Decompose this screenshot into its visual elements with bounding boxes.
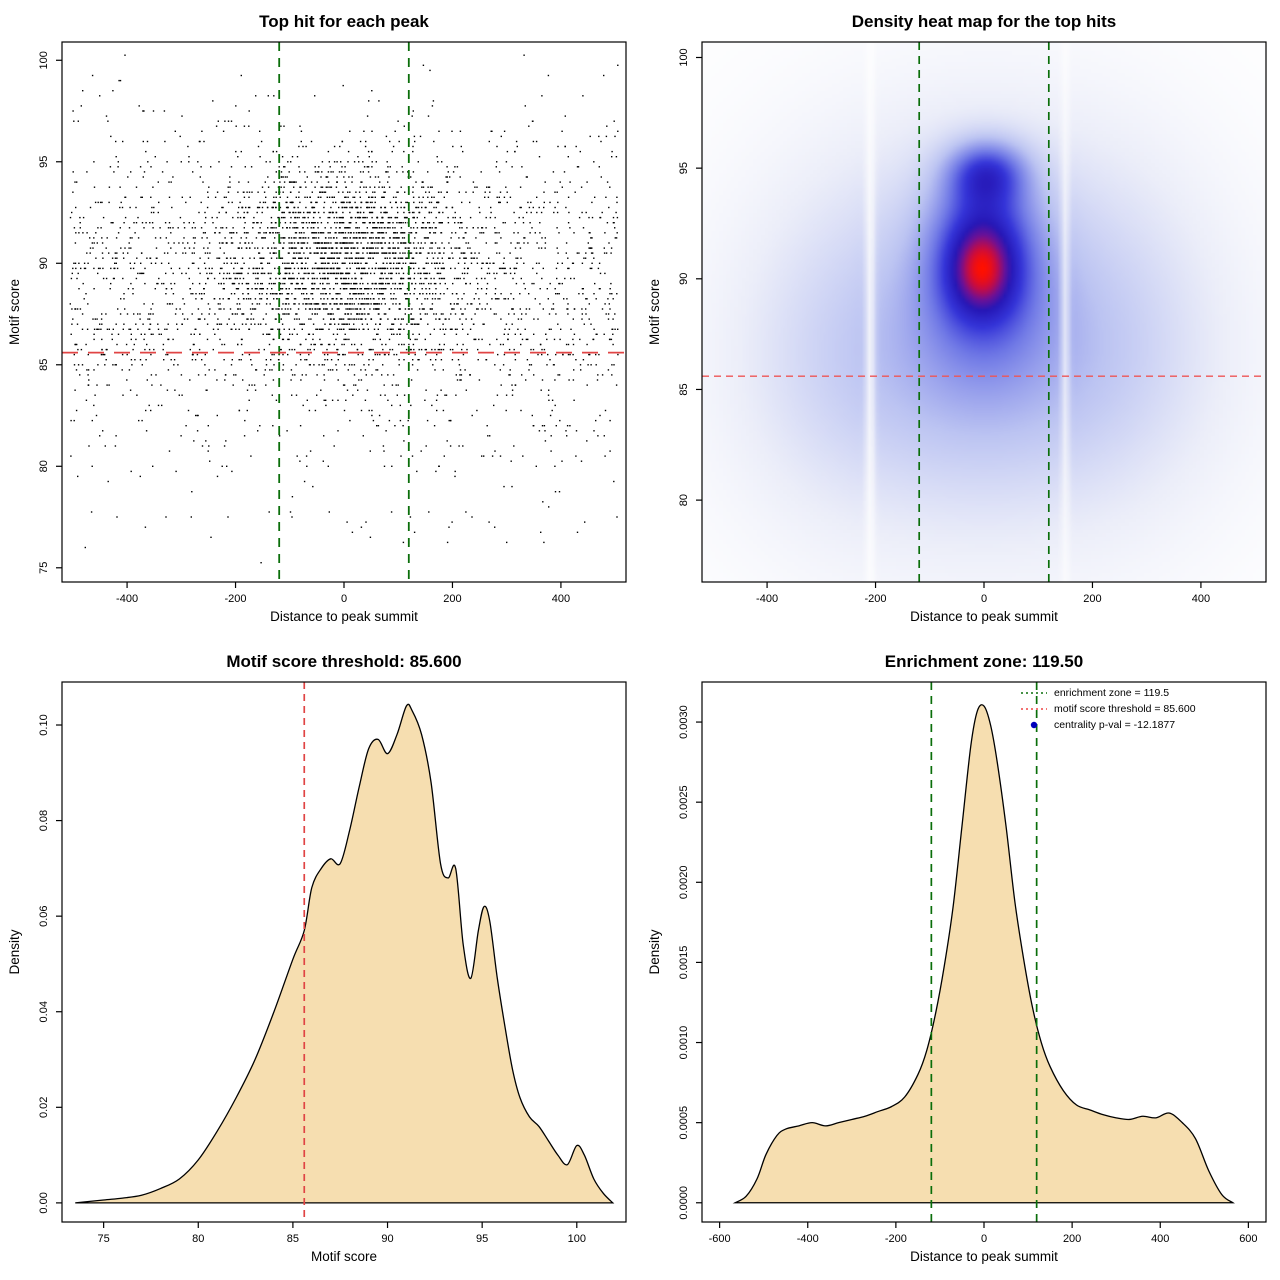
svg-text:Motif score: Motif score	[647, 279, 662, 345]
svg-text:Density: Density	[647, 929, 662, 974]
svg-text:75: 75	[38, 562, 50, 574]
panel-density-heatmap: Density heat map for the top hits -400 -20…	[640, 0, 1280, 640]
svg-text:-400: -400	[116, 593, 138, 605]
svg-text:Density: Density	[7, 929, 22, 974]
svg-text:0.0020: 0.0020	[678, 865, 690, 899]
svg-text:0.0010: 0.0010	[678, 1026, 690, 1060]
svg-text:Density heat map for the top h: Density heat map for the top hits	[852, 12, 1116, 31]
svg-text:0: 0	[341, 593, 347, 605]
svg-text:400: 400	[1192, 593, 1210, 605]
svg-text:90: 90	[678, 273, 690, 285]
svg-text:200: 200	[1083, 593, 1101, 605]
svg-text:95: 95	[476, 1233, 488, 1245]
panel-top-hit-scatter: Top hit for each peak -400 -200 0 200 400 75 80…	[0, 0, 640, 640]
svg-text:90: 90	[381, 1233, 393, 1245]
svg-text:-400: -400	[797, 1233, 819, 1245]
density-heatmap-plot: Density heat map for the top hits -400 -20…	[647, 12, 1267, 624]
svg-text:motif score threshold = 85.600: motif score threshold = 85.600	[1054, 703, 1196, 715]
svg-text:400: 400	[1151, 1233, 1169, 1245]
svg-text:0.0025: 0.0025	[678, 785, 690, 819]
svg-text:100: 100	[568, 1233, 586, 1245]
motif-score-density-plot: Motif score threshold: 85.600 75 80 85 90 95 1…	[7, 652, 627, 1264]
svg-text:0: 0	[981, 1233, 987, 1245]
svg-text:100: 100	[38, 51, 50, 69]
svg-text:Top hit for each peak: Top hit for each peak	[259, 12, 429, 31]
svg-text:Enrichment zone: 119.50: Enrichment zone: 119.50	[885, 652, 1083, 671]
svg-text:0.0015: 0.0015	[678, 946, 690, 980]
top-hit-scatter-plot: Top hit for each peak -400 -200 0 200 400 75 80…	[7, 12, 627, 624]
svg-text:0.10: 0.10	[38, 714, 50, 735]
svg-text:0.08: 0.08	[38, 810, 50, 831]
svg-text:-400: -400	[756, 593, 778, 605]
svg-text:100: 100	[678, 48, 690, 66]
enrichment-zone-density-plot: Enrichment zone: 119.50 enrichment zone =…	[647, 652, 1267, 1264]
svg-text:-200: -200	[865, 593, 887, 605]
panel-enrichment-zone-density: Enrichment zone: 119.50 enrichment zone =…	[640, 640, 1280, 1280]
svg-text:0.0005: 0.0005	[678, 1106, 690, 1140]
svg-text:centrality p-val = -12.1877: centrality p-val = -12.1877	[1054, 719, 1175, 731]
plot-box	[61, 41, 627, 583]
svg-text:600: 600	[1239, 1233, 1257, 1245]
svg-text:95: 95	[678, 162, 690, 174]
scatter-points	[69, 54, 619, 564]
svg-text:200: 200	[443, 593, 461, 605]
svg-text:75: 75	[98, 1233, 110, 1245]
svg-text:Distance to peak summit: Distance to peak summit	[910, 609, 1058, 624]
density-area	[75, 703, 615, 1204]
svg-text:400: 400	[552, 593, 570, 605]
svg-text:0.02: 0.02	[38, 1097, 50, 1118]
svg-text:Motif score: Motif score	[311, 1249, 377, 1264]
svg-text:95: 95	[38, 156, 50, 168]
svg-text:85: 85	[678, 383, 690, 395]
svg-text:Distance to peak summit: Distance to peak summit	[910, 1249, 1058, 1264]
svg-text:80: 80	[38, 460, 50, 472]
svg-text:80: 80	[192, 1233, 204, 1245]
svg-text:-600: -600	[709, 1233, 731, 1245]
density-area	[732, 704, 1235, 1204]
svg-text:0.00: 0.00	[38, 1192, 50, 1213]
svg-text:90: 90	[38, 257, 50, 269]
svg-text:Distance to peak summit: Distance to peak summit	[270, 609, 418, 624]
svg-text:enrichment zone = 119.5: enrichment zone = 119.5	[1054, 687, 1169, 699]
plot-box	[61, 681, 627, 1223]
svg-text:85: 85	[38, 359, 50, 371]
panel-motif-score-density: Motif score threshold: 85.600 75 80 85 90 95 1…	[0, 640, 640, 1280]
svg-text:-200: -200	[225, 593, 247, 605]
svg-text:0.0030: 0.0030	[678, 705, 690, 739]
svg-text:200: 200	[1063, 1233, 1081, 1245]
svg-text:0.0000: 0.0000	[678, 1186, 690, 1220]
svg-text:0.04: 0.04	[38, 1001, 50, 1022]
heatmap-image	[702, 42, 1266, 582]
svg-text:80: 80	[678, 494, 690, 506]
svg-text:-200: -200	[885, 1233, 907, 1245]
svg-text:0: 0	[981, 593, 987, 605]
svg-text:85: 85	[287, 1233, 299, 1245]
svg-text:Motif score: Motif score	[7, 279, 22, 345]
svg-text:0.06: 0.06	[38, 905, 50, 926]
svg-text:Motif score threshold: 85.600: Motif score threshold: 85.600	[226, 652, 461, 671]
